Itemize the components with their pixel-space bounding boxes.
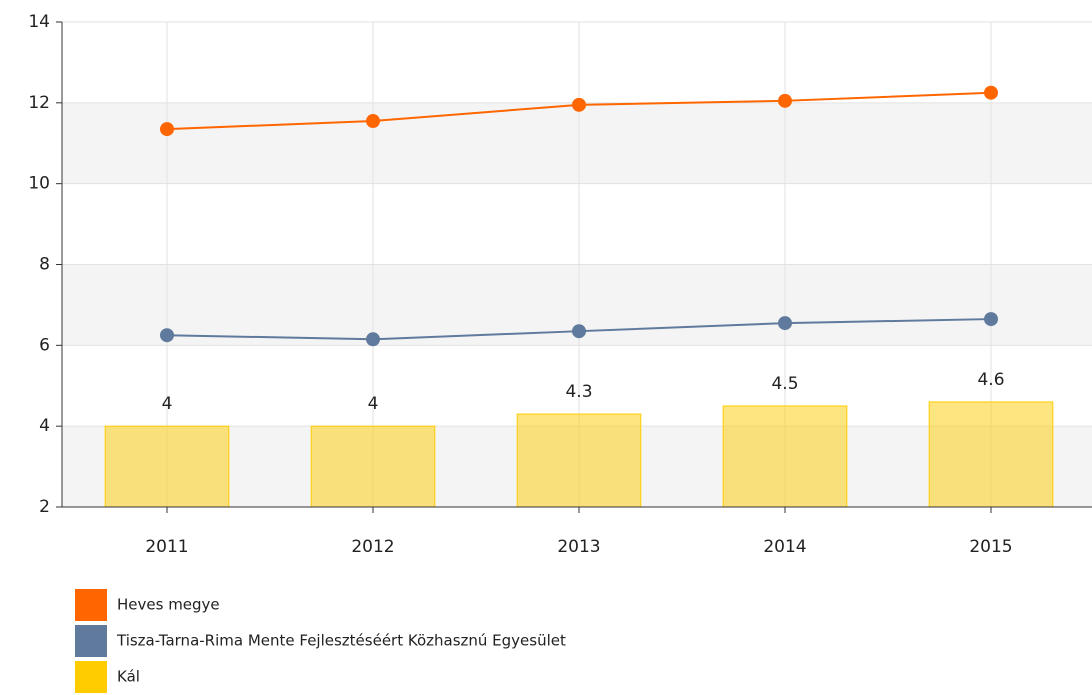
y-tick-label: 4 (39, 416, 50, 436)
legend-swatch (75, 625, 107, 657)
bar (928, 401, 1054, 508)
x-tick-label: 2011 (145, 537, 188, 557)
point (778, 93, 792, 108)
point (366, 114, 380, 129)
x-tick-label: 2014 (763, 537, 806, 557)
y-tick-label: 8 (39, 255, 50, 275)
y-tick-label: 12 (28, 93, 50, 113)
point (778, 316, 792, 331)
bar-label: 4 (162, 394, 173, 414)
legend-label: Kál (117, 668, 140, 686)
point (572, 97, 586, 112)
y-tick-label: 14 (28, 12, 50, 32)
legend-label: Heves megye (117, 596, 220, 614)
bar-label: 4.6 (977, 370, 1004, 390)
x-tick-label: 2013 (557, 537, 600, 557)
bar (722, 405, 848, 508)
point (984, 85, 998, 100)
point (160, 122, 174, 137)
y-tick-label: 6 (39, 335, 50, 355)
point (984, 312, 998, 327)
bar-label: 4.3 (565, 382, 592, 402)
bar (516, 413, 642, 508)
y-tick-label: 10 (28, 174, 50, 194)
bar-label: 4 (368, 394, 379, 414)
legend-swatch (75, 589, 107, 621)
bar (310, 425, 436, 508)
point (572, 324, 586, 339)
x-tick-label: 2015 (969, 537, 1012, 557)
bar-label: 4.5 (771, 374, 798, 394)
point (160, 328, 174, 343)
point (366, 332, 380, 347)
grid-band (62, 102, 1092, 184)
legend-label: Tisza-Tarna-Rima Mente Fejlesztéséért Kö… (116, 632, 566, 650)
x-tick-label: 2012 (351, 537, 394, 557)
bar (104, 425, 230, 508)
legend-swatch (75, 661, 107, 693)
y-tick-label: 2 (39, 497, 50, 517)
